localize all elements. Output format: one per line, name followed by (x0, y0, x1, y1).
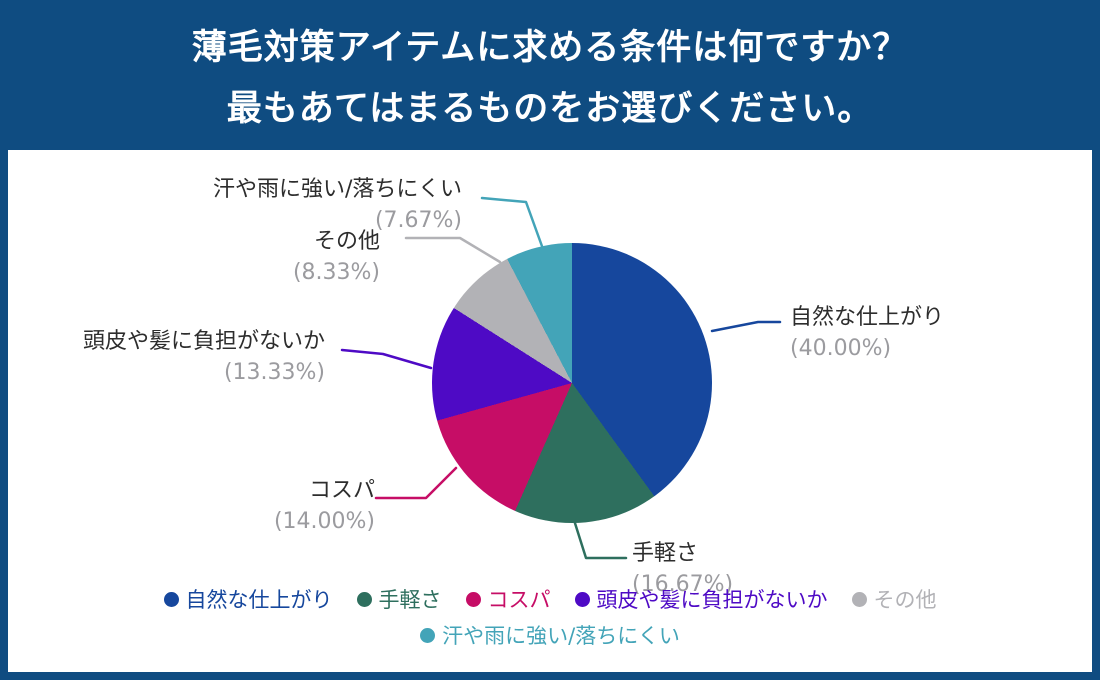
legend-item-sweat: 汗や雨に強い/落ちにくい (420, 620, 680, 650)
legend-row-2: 汗や雨に強い/落ちにくい (420, 620, 680, 650)
slice-label: 自然な仕上がり (790, 305, 945, 330)
leader-line-other (404, 236, 502, 264)
legend-label: 手軽さ (378, 588, 442, 612)
legend-label: コスパ (487, 588, 551, 612)
legend-label: その他 (873, 588, 937, 612)
legend-dot (163, 591, 179, 607)
legend-item-cost: コスパ (465, 584, 551, 614)
legend-label: 自然な仕上がり (185, 588, 333, 612)
legend-dot (851, 591, 867, 607)
legend-label: 汗や雨に強い/落ちにくい (442, 624, 680, 648)
leader-line-ease (572, 518, 628, 560)
slice-callout-sweat: 汗や雨に強い/落ちにくい (7.67%) (213, 174, 462, 236)
legend-dot (420, 627, 436, 643)
legend-item-other: その他 (851, 584, 937, 614)
slice-label: 汗や雨に強い/落ちにくい (213, 177, 462, 202)
slice-label: コスパ (308, 478, 375, 503)
legend-item-ease: 手軽さ (356, 584, 442, 614)
slice-percent: (40.00%) (790, 336, 892, 361)
chart-title-line2: 最もあてはまるものをお選びください。 (226, 89, 874, 129)
slice-percent: (16.67%) (632, 572, 734, 597)
legend: 自然な仕上がり 手軽さ コスパ 頭皮や髪に負担がないか その他 (8, 584, 1092, 650)
chart-title-line1: 薄毛対策アイテムに求める条件は何ですか？ (191, 28, 909, 68)
legend-item-natural-finish: 自然な仕上がり (163, 584, 333, 614)
slice-callout-other: その他 (8.33%) (293, 226, 380, 288)
legend-dot (465, 591, 481, 607)
chart-panel: 汗や雨に強い/落ちにくい (7.67%) その他 (8.33%) 頭皮や髪に負担… (8, 150, 1092, 672)
slice-percent: (14.00%) (273, 509, 375, 534)
leader-line-sweat (480, 196, 545, 251)
slice-callout-ease: 手軽さ (16.67%) (632, 538, 733, 600)
chart-header: 薄毛対策アイテムに求める条件は何ですか？ 最もあてはまるものをお選びください。 (0, 0, 1100, 150)
slice-percent: (13.33%) (223, 360, 325, 385)
pie-chart (432, 243, 712, 523)
slice-percent: (8.33%) (292, 260, 380, 285)
legend-label: 頭皮や髪に負担がないか (596, 588, 828, 612)
legend-dot (356, 591, 372, 607)
slice-label: 手軽さ (632, 541, 699, 566)
legend-row-1: 自然な仕上がり 手軽さ コスパ 頭皮や髪に負担がないか その他 (163, 584, 937, 614)
slice-callout-natural-finish: 自然な仕上がり (40.00%) (790, 302, 944, 364)
slice-percent: (7.67%) (374, 208, 462, 233)
slice-label: 頭皮や髪に負担がないか (82, 329, 325, 354)
slice-label: その他 (313, 229, 380, 254)
leader-line-natural-finish (710, 320, 782, 333)
leader-line-cost (374, 466, 458, 500)
slice-callout-scalp: 頭皮や髪に負担がないか (13.33%) (83, 326, 325, 388)
legend-item-scalp: 頭皮や髪に負担がないか (574, 584, 828, 614)
legend-dot (574, 591, 590, 607)
slice-callout-cost: コスパ (14.00%) (274, 475, 375, 537)
leader-line-scalp (340, 348, 433, 370)
